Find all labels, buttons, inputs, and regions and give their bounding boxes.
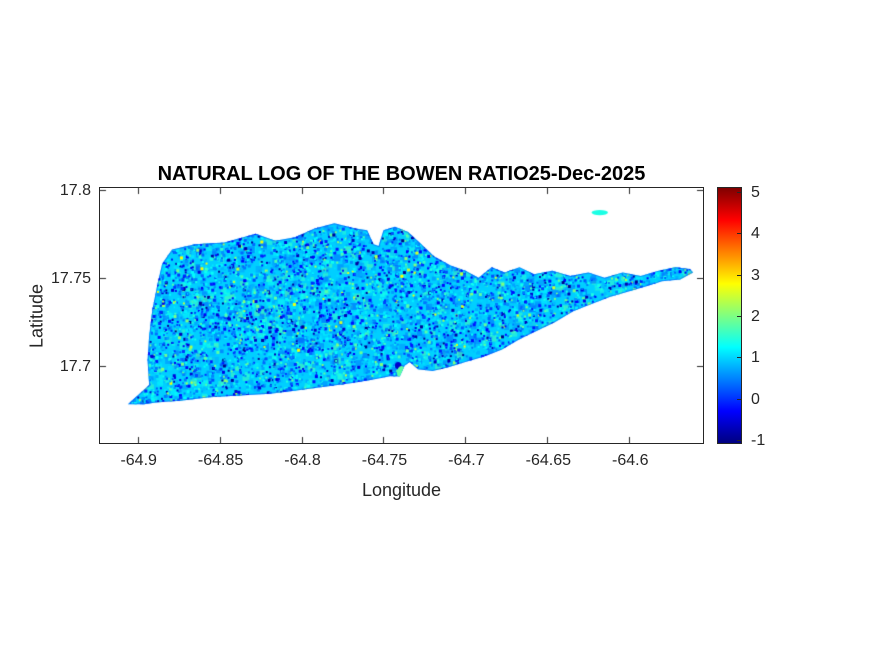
- colorbar-tick-label: 1: [751, 349, 760, 367]
- map-axes: [99, 187, 704, 444]
- colorbar: [717, 187, 742, 444]
- colorbar-tick-label: 4: [751, 225, 760, 243]
- x-tick-label: -64.85: [197, 452, 244, 469]
- y-tick-label: 17.8: [59, 181, 91, 199]
- x-tick-label: -64.8: [284, 452, 321, 469]
- x-tick-label: -64.7: [448, 452, 485, 469]
- colorbar-tick-label: 3: [751, 266, 760, 284]
- colorbar-tick-label: 5: [751, 183, 760, 201]
- plot-title: NATURAL LOG OF THE BOWEN RATIO25-Dec-202…: [157, 163, 646, 185]
- island-heatmap-canvas: [100, 188, 703, 443]
- colorbar-tick-label: -1: [751, 432, 766, 450]
- x-axis-label: Longitude: [361, 480, 442, 500]
- x-tick-label: -64.9: [120, 452, 157, 469]
- x-tick-label: -64.75: [361, 452, 408, 469]
- y-tick-label: 17.7: [59, 357, 91, 375]
- y-tick-label: 17.75: [50, 269, 91, 287]
- colorbar-tick-label: 2: [751, 307, 760, 325]
- x-tick-label: -64.6: [612, 452, 649, 469]
- y-axis-label: Latitude: [26, 283, 47, 349]
- x-tick-label: -64.65: [525, 452, 572, 469]
- colorbar-tick-label: 0: [751, 390, 760, 408]
